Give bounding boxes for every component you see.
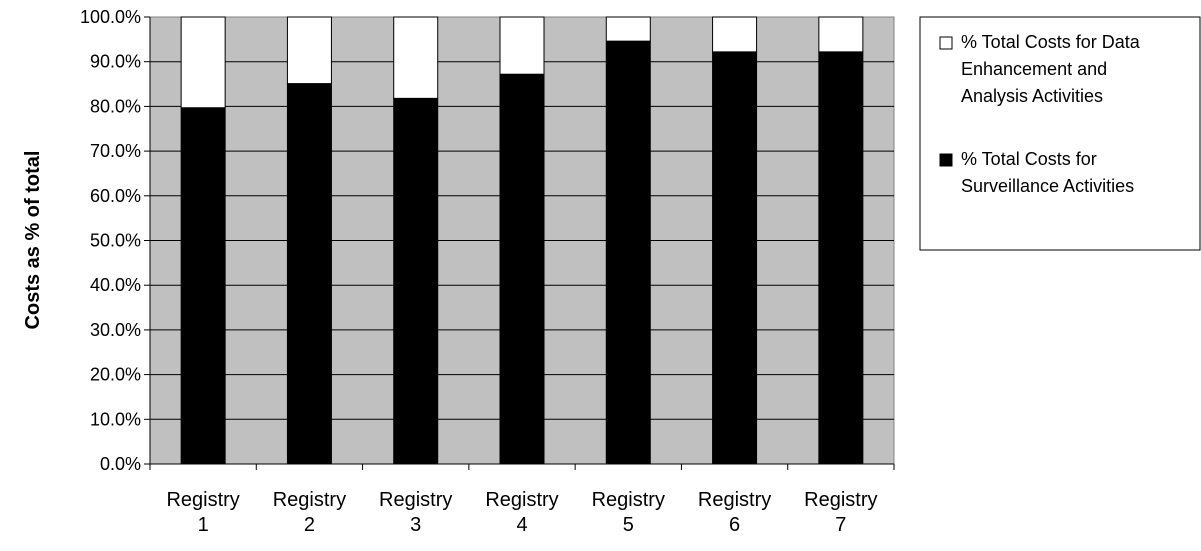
x-tick-label: 7 [835,514,846,536]
x-tick-label: Registry [379,489,452,511]
bar-data-enhancement [286,16,332,85]
y-tick-label: 100.0% [80,7,141,27]
y-tick-label: 0.0% [100,454,141,474]
bar-surveillance [499,73,545,465]
bar-surveillance [393,97,439,465]
x-tick-label: Registry [698,489,771,511]
y-tick-label: 60.0% [90,186,141,206]
bar-data-enhancement [712,16,758,53]
legend-box [919,16,1201,251]
bar-surveillance [712,51,758,465]
bar-surveillance [286,83,332,465]
y-tick-labels: 0.0% 10.0% 20.0% 30.0% 40.0% 50.0% 60.0% 70.0% 8… [80,7,141,474]
x-tick-label: 3 [410,514,421,536]
x-tick-label: Registry [592,489,665,511]
legend-label: % Total Costs for [961,149,1097,169]
bar-data-enhancement [818,16,864,53]
bar-data-enhancement [605,16,651,42]
legend-label: Analysis Activities [961,86,1103,106]
y-tick-label: 70.0% [90,141,141,161]
x-tick-label: Registry [804,489,877,511]
y-tick-label: 50.0% [90,231,141,251]
bar-data-enhancement [393,16,439,99]
y-tick-label: 20.0% [90,365,141,385]
x-tick-label: Registry [273,489,346,511]
legend-swatch [939,36,953,50]
bar-data-enhancement [499,16,545,75]
y-tick-label: 30.0% [90,320,141,340]
y-axis-title: Costs as % of total [22,151,44,330]
x-tick-label: 1 [198,514,209,536]
x-tick-labels: Registry 1 Registry 2 Registry 3 Registry 4 Regi… [166,489,877,536]
y-tick-label: 80.0% [90,96,141,116]
x-tick-label: 4 [516,514,527,536]
bars [180,16,864,465]
bar-data-enhancement [180,16,226,109]
y-tick-label: 40.0% [90,275,141,295]
y-tick-label: 10.0% [90,409,141,429]
bar-surveillance [180,107,226,465]
bar-surveillance [818,51,864,465]
x-tick-label: 5 [623,514,634,536]
legend-label: Surveillance Activities [961,176,1134,196]
x-tick-label: Registry [166,489,239,511]
bar-surveillance [605,40,651,465]
y-tick-label: 90.0% [90,52,141,72]
x-tick-label: Registry [485,489,558,511]
axes [144,16,895,470]
legend-label: Enhancement and [961,59,1107,79]
legend-swatch [939,153,953,167]
legend: % Total Costs for Data Enhancement and Ana… [919,16,1201,251]
legend-label: % Total Costs for Data [961,32,1141,52]
x-tick-label: 2 [304,514,315,536]
x-tick-label: 6 [729,514,740,536]
